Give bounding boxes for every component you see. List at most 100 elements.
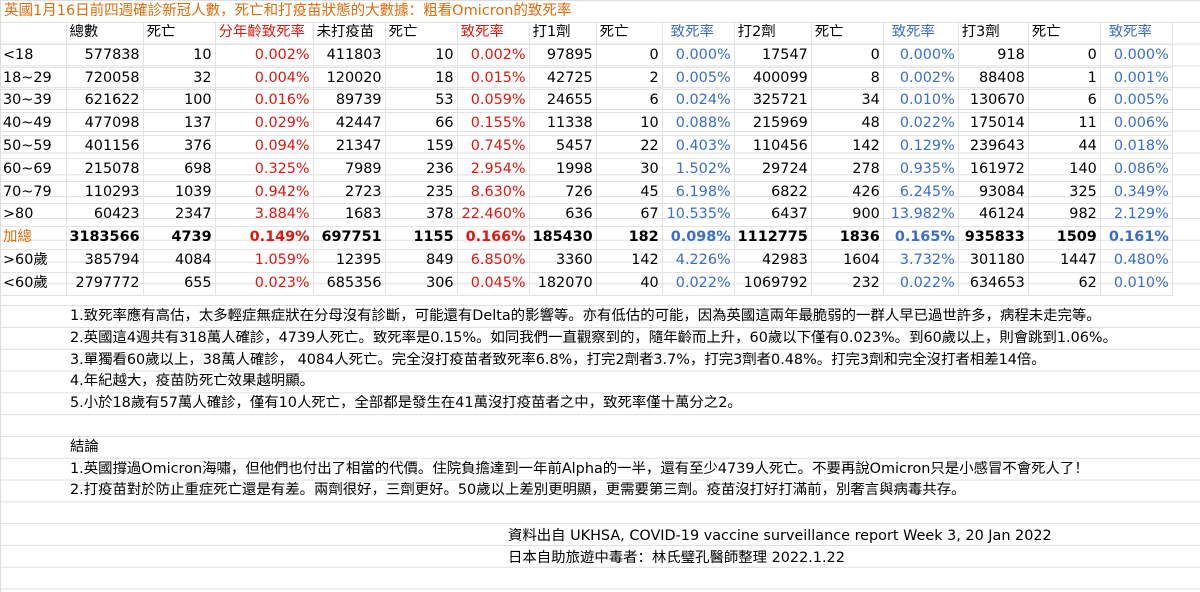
table-cell[interactable]: 3.732% — [883, 249, 959, 273]
table-cell[interactable]: 0.005% — [1100, 89, 1173, 114]
table-cell[interactable]: 0.010% — [883, 89, 959, 114]
table-cell[interactable]: 0.001% — [1100, 67, 1173, 91]
table-cell[interactable]: 130670 — [958, 89, 1029, 114]
table-cell[interactable]: 1069792 — [734, 272, 812, 296]
table-cell[interactable]: 685356 — [313, 272, 386, 296]
table-cell[interactable]: 140 — [1028, 158, 1101, 182]
table-cell[interactable]: 6 — [596, 89, 663, 114]
table-cell[interactable]: 120020 — [313, 67, 386, 91]
table-cell[interactable]: 982 — [1028, 203, 1101, 228]
table-cell[interactable]: 100 — [143, 89, 216, 114]
table-cell[interactable]: 1.059% — [215, 249, 314, 273]
table-cell[interactable]: 236 — [385, 158, 458, 182]
table-cell[interactable]: 0.935% — [883, 158, 959, 182]
table-cell[interactable]: 0.002% — [883, 67, 959, 91]
table-cell[interactable]: 1039 — [143, 181, 216, 205]
column-header[interactable]: 分年齡致死率 — [215, 22, 314, 45]
table-cell[interactable]: 46124 — [958, 203, 1029, 228]
table-cell[interactable]: 0.005% — [662, 67, 735, 91]
column-header[interactable]: 打1劑 — [529, 22, 597, 45]
table-cell[interactable]: 22 — [596, 135, 663, 159]
table-cell[interactable]: 161972 — [958, 158, 1029, 182]
table-cell[interactable]: 325721 — [734, 89, 812, 114]
table-cell[interactable]: 0.000% — [883, 44, 959, 68]
table-cell[interactable]: 21347 — [313, 135, 386, 159]
table-cell[interactable]: 5457 — [529, 135, 597, 159]
table-cell[interactable]: 7989 — [313, 158, 386, 182]
table-cell[interactable]: 182 — [596, 226, 663, 250]
table-cell[interactable]: 185430 — [529, 226, 597, 250]
table-cell[interactable]: 232 — [811, 272, 884, 296]
table-cell[interactable]: 6822 — [734, 181, 812, 205]
row-label[interactable]: >60歲 — [0, 249, 67, 273]
table-cell[interactable]: 1447 — [1028, 249, 1101, 273]
table-cell[interactable]: 32 — [143, 67, 216, 91]
column-header[interactable] — [0, 22, 67, 45]
table-cell[interactable]: 0.745% — [457, 135, 530, 159]
table-cell[interactable]: 215078 — [66, 158, 144, 182]
table-cell[interactable]: 215969 — [734, 112, 812, 136]
table-cell[interactable]: 3.884% — [215, 203, 314, 228]
row-label[interactable]: 60~69 — [0, 158, 67, 182]
table-cell[interactable]: 8.630% — [457, 181, 530, 205]
table-cell[interactable]: 89739 — [313, 89, 386, 114]
row-label[interactable]: 30~39 — [0, 89, 67, 114]
table-cell[interactable]: 97895 — [529, 44, 597, 68]
table-cell[interactable]: 44 — [1028, 135, 1101, 159]
table-cell[interactable]: 577838 — [66, 44, 144, 68]
table-cell[interactable]: 6.245% — [883, 181, 959, 205]
table-cell[interactable]: 1683 — [313, 203, 386, 228]
table-cell[interactable]: 0.000% — [1100, 44, 1173, 68]
table-cell[interactable]: 2723 — [313, 181, 386, 205]
table-cell[interactable]: 0.002% — [215, 44, 314, 68]
table-cell[interactable]: 0.942% — [215, 181, 314, 205]
table-cell[interactable]: 378 — [385, 203, 458, 228]
table-cell[interactable]: 0.155% — [457, 112, 530, 136]
table-cell[interactable]: 67 — [596, 203, 663, 228]
table-cell[interactable]: 2347 — [143, 203, 216, 228]
table-cell[interactable]: 849 — [385, 249, 458, 273]
table-cell[interactable]: 301180 — [958, 249, 1029, 273]
table-cell[interactable]: 0.022% — [662, 272, 735, 296]
table-cell[interactable]: 34 — [811, 89, 884, 114]
table-cell[interactable]: 10 — [143, 44, 216, 68]
table-cell[interactable]: 935833 — [958, 226, 1029, 250]
column-header[interactable]: 打3劑 — [958, 22, 1029, 45]
table-cell[interactable]: 30 — [596, 158, 663, 182]
table-cell[interactable]: 918 — [958, 44, 1029, 68]
table-cell[interactable]: 0.166% — [457, 226, 530, 250]
column-header[interactable]: 死亡 — [811, 22, 884, 45]
table-cell[interactable]: 0.004% — [215, 67, 314, 91]
table-cell[interactable]: 0.403% — [662, 135, 735, 159]
table-cell[interactable]: 53 — [385, 89, 458, 114]
table-cell[interactable]: 45 — [596, 181, 663, 205]
table-cell[interactable]: 0.129% — [883, 135, 959, 159]
table-cell[interactable]: 0.000% — [662, 44, 735, 68]
table-cell[interactable]: 0.088% — [662, 112, 735, 136]
table-cell[interactable]: 1112775 — [734, 226, 812, 250]
table-cell[interactable]: 1.502% — [662, 158, 735, 182]
table-cell[interactable]: 11338 — [529, 112, 597, 136]
table-cell[interactable]: 10.535% — [662, 203, 735, 228]
row-label[interactable]: <18 — [0, 44, 67, 68]
table-cell[interactable]: 3183566 — [66, 226, 144, 250]
table-cell[interactable]: 278 — [811, 158, 884, 182]
table-cell[interactable]: 24655 — [529, 89, 597, 114]
column-header[interactable]: 致死率 — [883, 22, 959, 45]
table-cell[interactable]: 0.094% — [215, 135, 314, 159]
table-cell[interactable]: 376 — [143, 135, 216, 159]
column-header[interactable]: 致死率 — [1100, 22, 1173, 45]
table-cell[interactable]: 48 — [811, 112, 884, 136]
table-cell[interactable]: 12395 — [313, 249, 386, 273]
column-header[interactable]: 死亡 — [385, 22, 458, 45]
table-cell[interactable]: 636 — [529, 203, 597, 228]
table-cell[interactable]: 0.349% — [1100, 181, 1173, 205]
table-cell[interactable]: 401156 — [66, 135, 144, 159]
column-header[interactable]: 死亡 — [143, 22, 216, 45]
table-cell[interactable]: 0.018% — [1100, 135, 1173, 159]
table-cell[interactable]: 13.982% — [883, 203, 959, 228]
table-cell[interactable]: 477098 — [66, 112, 144, 136]
table-cell[interactable]: 4739 — [143, 226, 216, 250]
table-cell[interactable]: 0.165% — [883, 226, 959, 250]
